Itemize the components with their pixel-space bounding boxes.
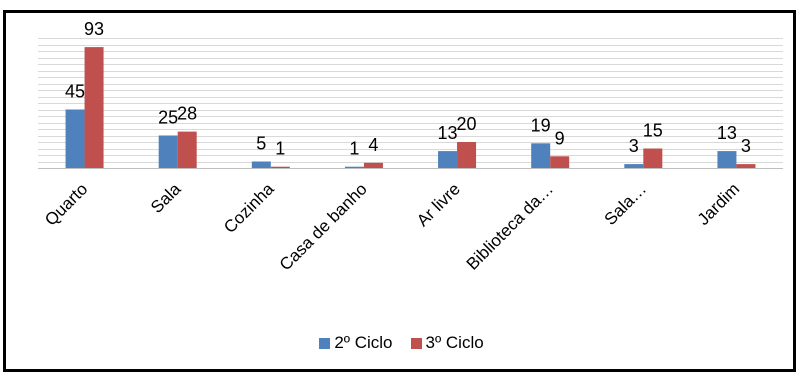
data-label-1-2: 25 [158, 108, 178, 128]
legend-swatch-series-1 [319, 337, 331, 349]
data-label-1-8: 13 [717, 123, 737, 143]
data-label-2-2: 28 [177, 104, 197, 124]
legend-swatch-series-2 [410, 337, 422, 349]
category-label-3: Cozinha [220, 179, 278, 237]
bar-2-7 [643, 148, 663, 168]
gridlines [38, 38, 783, 169]
data-label-2-3: 1 [275, 139, 285, 159]
chart-frame [3, 10, 796, 372]
bar-2-8 [736, 164, 756, 168]
bars [65, 47, 756, 168]
bar-2-1 [84, 47, 104, 168]
legend-label-series-2: 3º Ciclo [425, 333, 484, 352]
legend-item-series-2: 3º Ciclo [410, 333, 484, 353]
data-label-2-4: 4 [368, 135, 378, 155]
bar-2-4 [363, 162, 383, 168]
category-label-4: Casa de banho [276, 179, 371, 274]
bar-1-2 [158, 135, 178, 168]
legend-item-series-1: 2º Ciclo [319, 333, 393, 353]
data-label-1-7: 3 [629, 136, 639, 156]
bar-1-3 [251, 161, 271, 168]
data-label-1-1: 45 [65, 82, 85, 102]
category-label-7: Sala… [601, 179, 651, 229]
data-label-1-5: 13 [438, 123, 458, 143]
bar-1-8 [717, 151, 737, 168]
data-label-2-6: 9 [555, 128, 565, 148]
category-label-1: Quarto [41, 179, 91, 229]
bar-2-5 [457, 142, 477, 168]
data-label-2-5: 20 [457, 114, 477, 134]
bar-2-3 [270, 166, 290, 168]
category-label-2: Sala [147, 179, 185, 217]
data-label-1-6: 19 [531, 115, 551, 135]
legend: 2º Ciclo 3º Ciclo [0, 333, 803, 353]
bar-2-2 [177, 131, 197, 168]
legend-label-series-1: 2º Ciclo [334, 333, 393, 352]
category-label-5: Ar livre [413, 179, 464, 230]
category-label-8: Jardim [694, 179, 744, 229]
data-label-2-1: 93 [84, 19, 104, 39]
bar-1-7 [624, 164, 644, 168]
data-label-2-8: 3 [741, 136, 751, 156]
bar-1-4 [344, 166, 364, 168]
data-label-1-4: 1 [349, 139, 359, 159]
data-label-2-7: 15 [643, 121, 663, 141]
bar-1-5 [438, 151, 458, 168]
bar-2-6 [550, 156, 570, 168]
bar-1-6 [531, 143, 551, 168]
category-label-6: Biblioteca da… [463, 179, 557, 273]
bar-1-1 [65, 109, 85, 168]
data-label-1-3: 5 [256, 134, 266, 154]
